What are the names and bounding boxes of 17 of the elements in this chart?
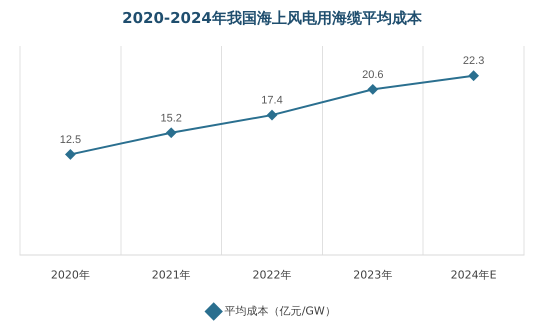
data-label: 20.6 [362, 68, 384, 81]
data-label: 15.2 [160, 112, 182, 124]
x-tick-label: 2021年 [152, 268, 191, 282]
x-tick-label: 2020年 [50, 268, 90, 282]
data-label: 17.4 [261, 94, 283, 107]
x-tick-label: 2024年E [450, 268, 497, 282]
point [166, 128, 176, 138]
legend-label: 平均成本（亿元/GW） [224, 304, 336, 318]
chart-title: 2020-2024年我国海上风电用海缆平均成本 [122, 8, 423, 27]
point [468, 70, 479, 81]
x-tick-label: 2022年 [252, 268, 292, 282]
point [267, 110, 277, 120]
point [65, 149, 76, 160]
data-label: 12.5 [60, 134, 82, 146]
x-tick-label: 2023年 [353, 268, 392, 282]
point [368, 84, 378, 94]
data-label: 22.3 [462, 55, 484, 68]
